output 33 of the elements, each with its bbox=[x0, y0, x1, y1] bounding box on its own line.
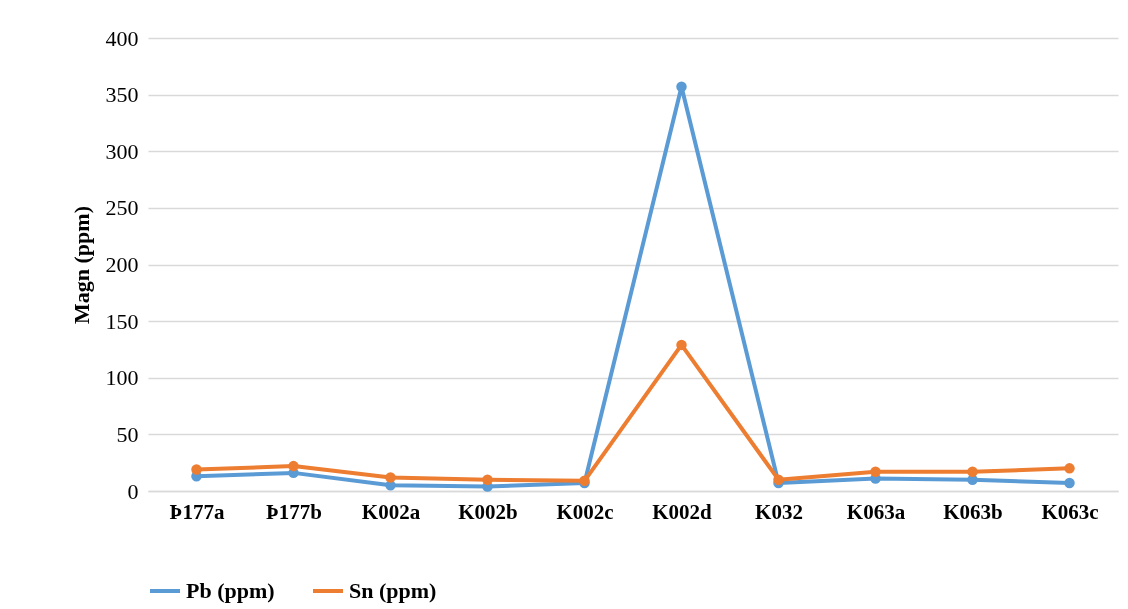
x-tick-label: Þ177a bbox=[169, 499, 225, 524]
point bbox=[967, 466, 978, 477]
point bbox=[676, 339, 687, 351]
x-tick-label: K063a bbox=[846, 499, 906, 524]
y-tick-label: 300 bbox=[105, 138, 139, 164]
point bbox=[385, 472, 396, 483]
x-tick-label: K032 bbox=[755, 499, 803, 524]
point bbox=[1064, 463, 1075, 474]
x-tick-label: K063b bbox=[943, 499, 1003, 524]
y-axis-title: Magn (ppm) bbox=[68, 206, 94, 324]
legend-label: Sn (ppm) bbox=[349, 578, 437, 603]
x-tick-label: K002d bbox=[652, 499, 713, 524]
point bbox=[191, 464, 202, 475]
y-tick-label: 100 bbox=[105, 365, 139, 391]
y-tick-label: 200 bbox=[105, 252, 139, 277]
point bbox=[773, 474, 784, 485]
y-tick-label: 350 bbox=[105, 82, 139, 108]
x-tick-label: K002a bbox=[361, 499, 421, 524]
point bbox=[288, 460, 299, 472]
x-tick-label: K002c bbox=[556, 499, 614, 524]
x-tick-label: K002b bbox=[458, 499, 518, 524]
legend-label: Pb (ppm) bbox=[186, 578, 275, 603]
point bbox=[870, 466, 881, 477]
point bbox=[676, 81, 687, 92]
point bbox=[482, 474, 493, 485]
y-tick-label: 250 bbox=[105, 195, 139, 221]
y-tick-label: 0 bbox=[127, 478, 139, 504]
point bbox=[1064, 477, 1075, 489]
x-tick-label: K063c bbox=[1041, 499, 1099, 524]
y-tick-label: 150 bbox=[105, 308, 139, 334]
x-tick-label: Þ177b bbox=[265, 499, 323, 524]
y-tick-label: 400 bbox=[105, 25, 139, 51]
y-tick-label: 50 bbox=[116, 421, 139, 447]
